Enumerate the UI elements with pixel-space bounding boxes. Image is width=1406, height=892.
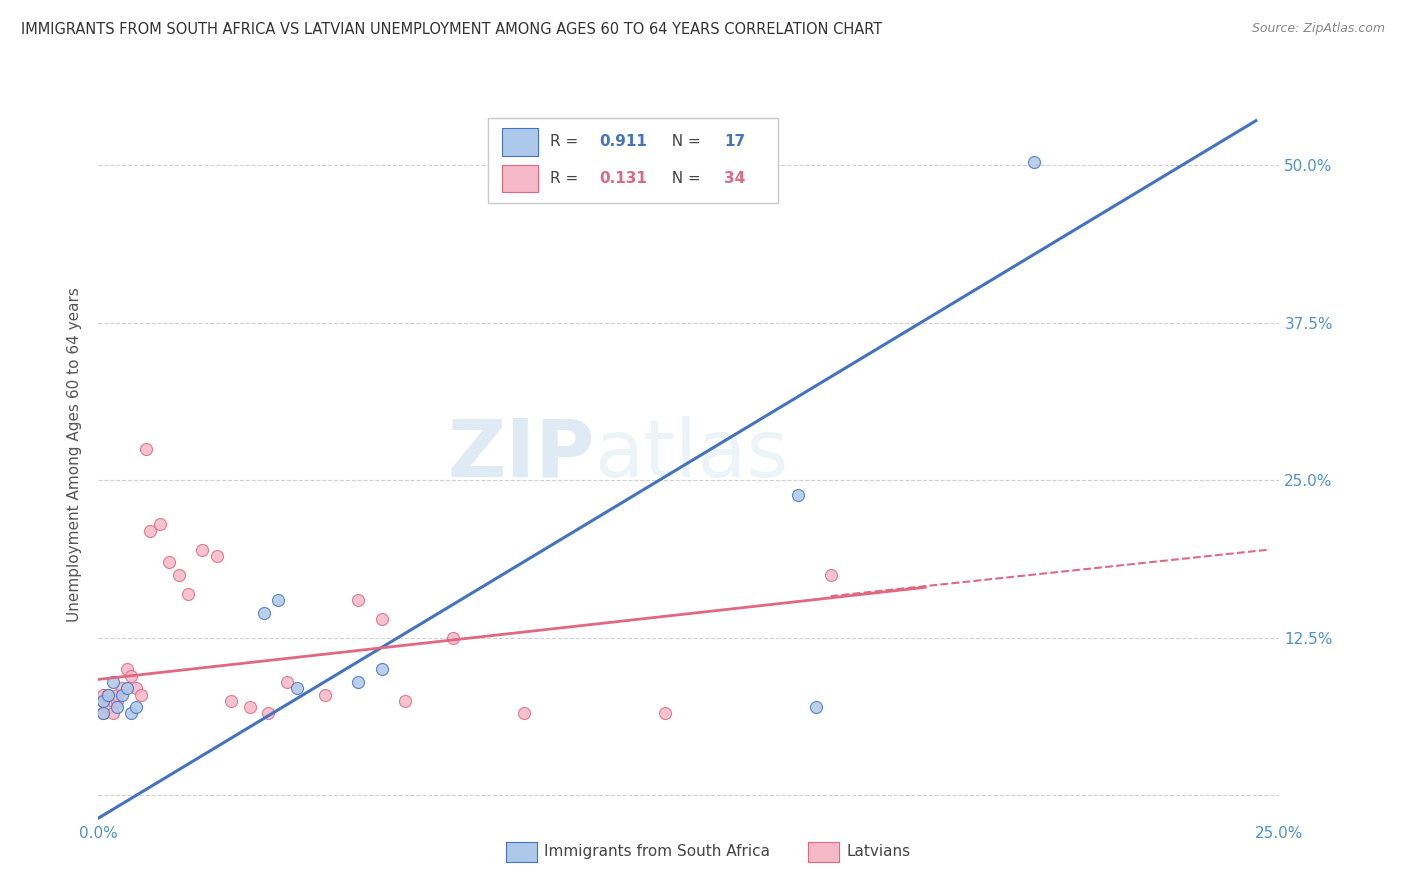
- Point: [97, 688, 120, 702]
- Point: [149, 517, 172, 532]
- Text: 34: 34: [724, 171, 745, 186]
- Point: [111, 688, 134, 702]
- Point: [239, 700, 262, 714]
- Point: [97, 688, 120, 702]
- Point: [314, 688, 336, 702]
- Bar: [502, 164, 537, 193]
- Point: [101, 674, 124, 689]
- Point: [512, 706, 534, 721]
- Point: [125, 681, 148, 696]
- Text: Source: ZipAtlas.com: Source: ZipAtlas.com: [1251, 22, 1385, 36]
- Point: [105, 688, 128, 702]
- Point: [786, 488, 808, 502]
- Point: [371, 662, 394, 676]
- Point: [285, 681, 308, 696]
- Point: [347, 674, 370, 689]
- Point: [267, 593, 290, 607]
- Text: Latvians: Latvians: [846, 845, 911, 859]
- Point: [97, 700, 120, 714]
- Text: IMMIGRANTS FROM SOUTH AFRICA VS LATVIAN UNEMPLOYMENT AMONG AGES 60 TO 64 YEARS C: IMMIGRANTS FROM SOUTH AFRICA VS LATVIAN …: [21, 22, 883, 37]
- Text: R =: R =: [550, 171, 582, 186]
- Point: [91, 694, 114, 708]
- Bar: [502, 128, 537, 156]
- Point: [101, 706, 124, 721]
- Point: [276, 674, 298, 689]
- Point: [121, 706, 143, 721]
- Point: [654, 706, 676, 721]
- Point: [121, 668, 143, 682]
- Point: [91, 688, 114, 702]
- Text: R =: R =: [550, 135, 582, 149]
- Point: [91, 706, 114, 721]
- Point: [125, 700, 148, 714]
- Point: [111, 681, 134, 696]
- Text: atlas: atlas: [595, 416, 789, 494]
- Point: [91, 694, 114, 708]
- Point: [1022, 155, 1045, 169]
- Text: 0.131: 0.131: [599, 171, 647, 186]
- Point: [205, 549, 228, 563]
- Point: [371, 612, 394, 626]
- Point: [135, 442, 157, 456]
- Point: [820, 567, 842, 582]
- Point: [105, 700, 128, 714]
- Point: [129, 688, 152, 702]
- Text: ZIP: ZIP: [447, 416, 595, 494]
- Point: [441, 631, 464, 645]
- Point: [177, 587, 200, 601]
- Point: [101, 694, 124, 708]
- Point: [219, 694, 242, 708]
- Point: [105, 694, 128, 708]
- Text: N =: N =: [662, 171, 706, 186]
- Text: 17: 17: [724, 135, 745, 149]
- Point: [167, 567, 190, 582]
- Point: [257, 706, 280, 721]
- Point: [115, 662, 138, 676]
- Point: [191, 542, 214, 557]
- Point: [157, 555, 180, 569]
- Text: Immigrants from South Africa: Immigrants from South Africa: [544, 845, 770, 859]
- Bar: [488, 119, 778, 202]
- Point: [806, 700, 828, 714]
- Point: [253, 606, 276, 620]
- Point: [139, 524, 162, 538]
- Text: 0.911: 0.911: [599, 135, 647, 149]
- Point: [394, 694, 416, 708]
- Text: N =: N =: [662, 135, 706, 149]
- Y-axis label: Unemployment Among Ages 60 to 64 years: Unemployment Among Ages 60 to 64 years: [67, 287, 83, 623]
- Point: [91, 706, 114, 721]
- Point: [115, 681, 138, 696]
- Point: [347, 593, 370, 607]
